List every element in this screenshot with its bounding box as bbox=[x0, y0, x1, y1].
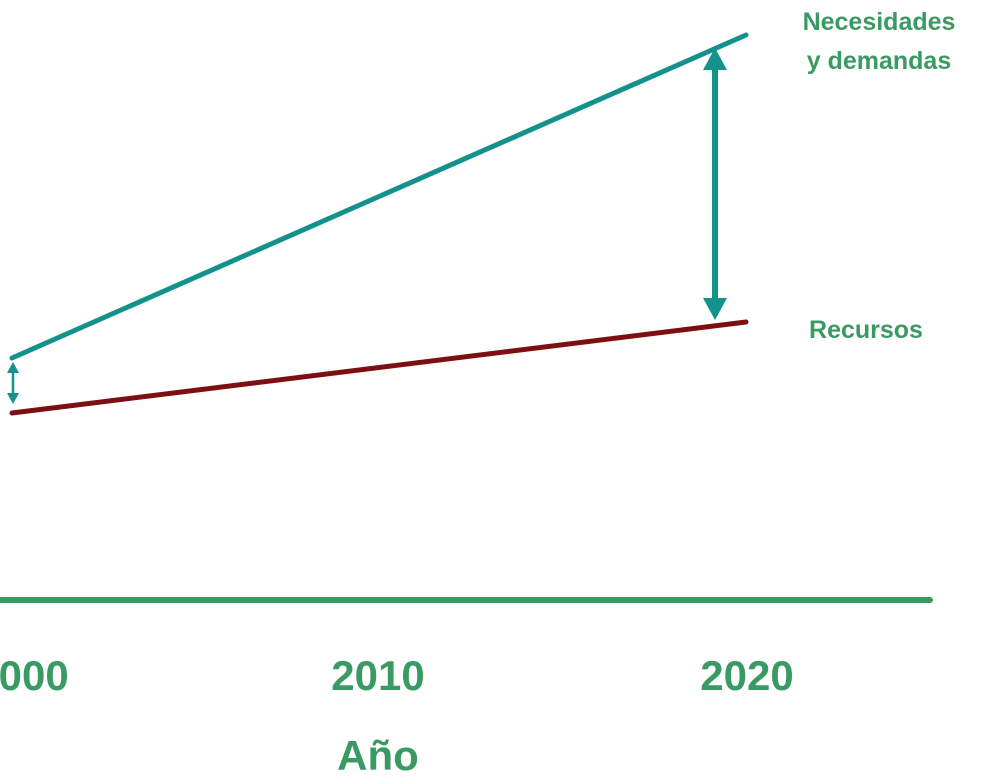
x-axis-title: Año bbox=[337, 732, 419, 776]
series-label-layer: Necesidades y demandas Recursos bbox=[803, 8, 956, 344]
series-label-recursos: Recursos bbox=[809, 316, 923, 344]
series-layer bbox=[9, 32, 749, 416]
series-line-recursos bbox=[9, 319, 749, 416]
x-tick-label-2010: 2010 bbox=[331, 652, 424, 699]
gap-arrow-2020 bbox=[703, 48, 727, 320]
series-line-necesidades bbox=[9, 32, 749, 361]
series-label-necesidades: Necesidades y demandas bbox=[803, 8, 956, 75]
gap-arrow-2000 bbox=[7, 362, 19, 404]
x-tick-label-2000: 2000 bbox=[0, 652, 69, 699]
x-tick-label-2020: 2020 bbox=[700, 652, 793, 699]
tick-layer: 2000 2010 2020 bbox=[0, 652, 794, 699]
annotation-layer bbox=[7, 48, 727, 404]
